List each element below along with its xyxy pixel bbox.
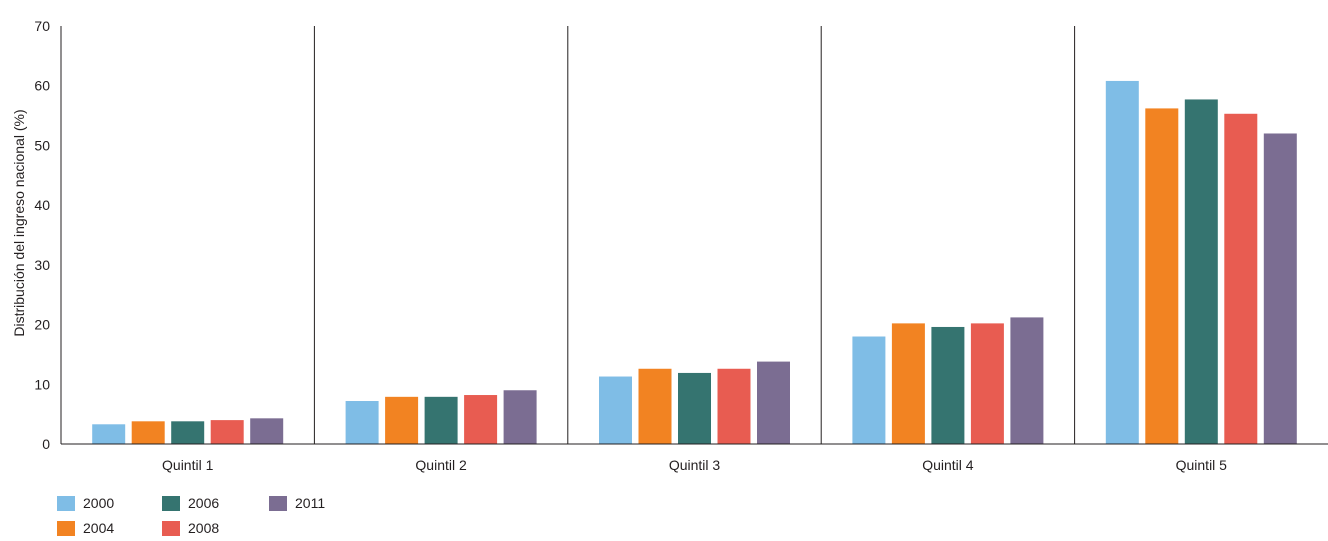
y-tick-label: 0 <box>42 436 50 452</box>
legend-item-2004: 2004 <box>57 518 114 538</box>
legend-item-2008: 2008 <box>162 518 219 538</box>
legend-label: 2006 <box>188 495 220 511</box>
y-tick-label: 50 <box>34 137 50 153</box>
bar-2004-5 <box>1145 108 1179 445</box>
x-category-label: Quintil 3 <box>669 457 721 473</box>
bar-2006-2 <box>424 396 458 444</box>
legend: 2000 2004 2006 2008 2011 <box>57 493 357 539</box>
bar-2000-5 <box>1105 80 1139 445</box>
quintile-separators <box>313 26 1076 444</box>
legend-label: 2011 <box>295 495 326 511</box>
x-category-label: Quintil 5 <box>1176 457 1228 473</box>
legend-item-2011: 2011 <box>269 493 325 513</box>
y-tick-label: 70 <box>34 18 50 34</box>
legend-swatch <box>57 520 75 536</box>
bar-2000-4 <box>852 336 886 444</box>
bar-2000-1 <box>92 424 126 444</box>
bar-2006-5 <box>1184 99 1218 444</box>
legend-item-2000: 2000 <box>57 493 114 513</box>
legend-label: 2004 <box>83 520 115 536</box>
bar-2004-4 <box>891 323 925 444</box>
bar-2008-2 <box>464 395 498 444</box>
bar-2004-3 <box>638 368 672 444</box>
bar-2008-4 <box>970 323 1004 444</box>
y-tick-label: 40 <box>34 197 50 213</box>
y-tick-label: 60 <box>34 78 50 94</box>
bar-2006-4 <box>931 326 965 444</box>
bar-2004-1 <box>131 421 165 444</box>
x-category-label: Quintil 4 <box>922 457 974 473</box>
y-tick-label: 10 <box>34 376 50 392</box>
bar-2011-3 <box>757 361 790 444</box>
legend-swatch <box>269 495 287 511</box>
legend-swatch <box>162 520 180 536</box>
bar-2011-1 <box>250 418 284 444</box>
legend-item-2006: 2006 <box>162 493 219 513</box>
bar-2000-2 <box>345 401 379 444</box>
x-axis: Quintil 1 Quintil 2 Quintil 3 Quintil 4 Quin… <box>61 443 1328 473</box>
bar-2008-3 <box>717 368 751 444</box>
bars <box>92 80 1297 445</box>
bar-2011-2 <box>503 390 537 444</box>
bar-2011-5 <box>1263 133 1297 444</box>
y-axis: 0 10 20 30 40 50 60 70 <box>34 18 62 452</box>
y-axis-title: Distribución del ingreso nacional (%) <box>11 109 27 336</box>
legend-label: 2000 <box>83 495 115 511</box>
legend-swatch <box>57 495 75 511</box>
bar-2008-1 <box>210 420 244 444</box>
bar-2006-3 <box>678 372 711 444</box>
bar-2011-4 <box>1010 317 1044 444</box>
bar-2006-1 <box>171 421 205 444</box>
bar-2000-3 <box>599 376 632 444</box>
x-category-label: Quintil 1 <box>162 457 214 473</box>
legend-label: 2008 <box>188 520 220 536</box>
y-tick-label: 30 <box>34 257 50 273</box>
bar-2004-2 <box>385 396 419 444</box>
bar-2008-5 <box>1224 113 1258 444</box>
legend-swatch <box>162 495 180 511</box>
x-category-label: Quintil 2 <box>415 457 467 473</box>
y-tick-label: 20 <box>34 317 50 333</box>
